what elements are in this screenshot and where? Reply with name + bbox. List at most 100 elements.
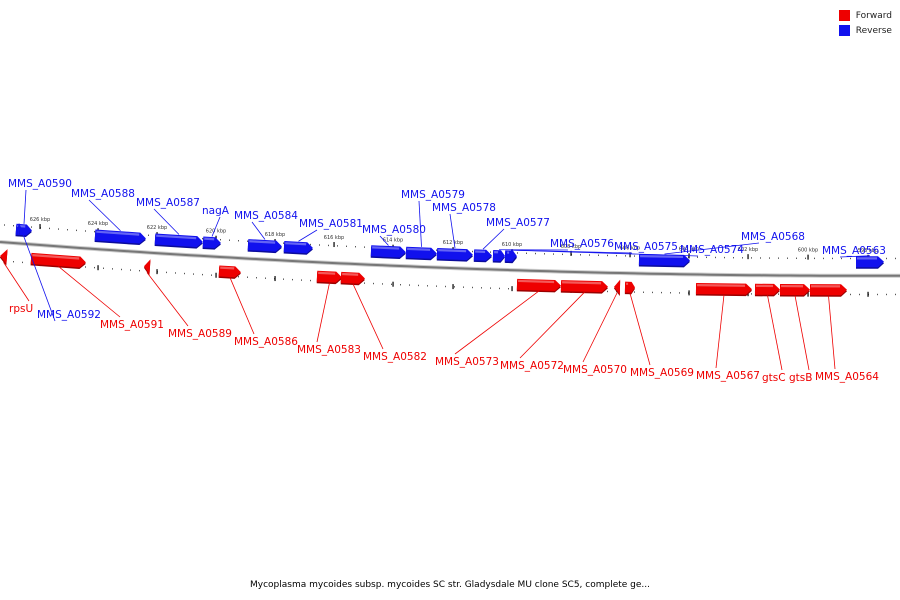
gene-highlight: [342, 272, 359, 276]
gene-body: [144, 259, 151, 275]
gene-label-MMS_A0588: MMS_A0588: [71, 188, 135, 200]
leader-line: [629, 293, 651, 366]
gene-label-MMS_A0570: MMS_A0570: [563, 364, 627, 376]
minor-tick: [841, 257, 842, 260]
minor-tick: [895, 257, 896, 260]
minor-tick: [796, 257, 797, 259]
minor-tick: [859, 293, 860, 296]
gene-arrow-MMS_A0564: [809, 284, 847, 297]
major-tick: [333, 242, 335, 248]
tick-label: 612 kbp: [443, 240, 463, 246]
minor-tick: [355, 246, 356, 248]
leader-line: [229, 277, 255, 335]
gene-arrow-MMS_A0573: [516, 278, 561, 293]
minor-tick: [472, 250, 473, 253]
major-tick-lower: [156, 269, 158, 275]
gene-arrow-MMS_A0576: [492, 250, 505, 263]
legend-label-reverse: Reverse: [855, 25, 892, 36]
minor-tick: [58, 228, 59, 230]
leader-line: [519, 291, 585, 359]
minor-tick: [751, 257, 752, 259]
tick-label: 602 kbp: [738, 247, 758, 253]
legend-label-forward: Forward: [855, 10, 892, 21]
minor-tick: [517, 252, 518, 254]
minor-tick: [454, 286, 455, 288]
tick-label: 616 kbp: [324, 235, 344, 241]
tick-label: 610 kbp: [502, 242, 522, 248]
minor-tick: [679, 292, 680, 294]
gene-arrow-MMS_A0584: [247, 239, 282, 254]
minor-tick: [877, 293, 878, 296]
minor-tick: [184, 272, 185, 275]
minor-tick: [211, 274, 212, 276]
minor-tick: [13, 261, 14, 263]
minor-tick: [580, 254, 581, 256]
gene-highlight: [220, 266, 235, 270]
minor-tick: [814, 257, 815, 260]
minor-tick: [499, 287, 500, 290]
gene-arrow-MMS_A0574: [505, 250, 516, 264]
gene-label-MMS_A0567: MMS_A0567: [696, 370, 760, 382]
minor-tick: [481, 287, 482, 289]
tick-label: 600 kbp: [798, 248, 818, 254]
gene-arrow-MMS_A0581: [283, 241, 313, 255]
gene-label-rpsU: rpsU: [9, 303, 33, 315]
minor-tick: [625, 255, 626, 257]
leader-line: [88, 199, 121, 232]
gene-arrow-nagA: [202, 236, 221, 250]
minor-tick: [472, 286, 473, 289]
gene-arrow-MMS_A0582: [340, 271, 365, 286]
gene-label-MMS_A0572: MMS_A0572: [500, 360, 564, 372]
minor-tick: [31, 226, 32, 228]
minor-tick: [94, 266, 95, 269]
leader-line: [316, 282, 330, 343]
gene-label-MMS_A0578: MMS_A0578: [432, 202, 496, 214]
minor-tick: [598, 254, 599, 256]
gene-label-gtsC: gtsC: [762, 372, 786, 384]
gene-body: [17, 223, 20, 235]
minor-tick: [742, 257, 743, 259]
gene-label-MMS_A0587: MMS_A0587: [136, 197, 200, 209]
minor-tick: [436, 285, 437, 287]
gene-highlight: [438, 249, 467, 253]
backbone-line: [0, 241, 900, 277]
gene-highlight: [756, 284, 774, 288]
minor-tick: [490, 251, 491, 253]
leader-line: [449, 213, 456, 249]
minor-tick: [778, 293, 779, 295]
leader-line: [146, 272, 189, 327]
minor-tick: [319, 244, 320, 246]
minor-tick: [544, 253, 545, 255]
minor-tick: [886, 293, 887, 296]
tick-label: 614 kbp: [383, 238, 403, 244]
minor-tick: [805, 257, 806, 260]
gene-arrow-gtsC: [754, 283, 780, 297]
legend-swatch-reverse: [838, 25, 850, 36]
tick-label: 598 kbp: [858, 248, 878, 254]
gene-label-MMS_A0574: MMS_A0574: [680, 244, 744, 256]
gene-label-MMS_A0586: MMS_A0586: [234, 336, 298, 348]
minor-tick: [490, 287, 491, 289]
gene-highlight: [811, 285, 841, 288]
gene-highlight: [96, 230, 140, 236]
minor-tick: [229, 239, 230, 241]
gene-highlight: [626, 282, 629, 285]
gene-highlight: [494, 251, 499, 254]
minor-tick: [634, 255, 635, 257]
minor-tick: [121, 268, 122, 271]
minor-tick: [661, 291, 662, 294]
major-tick: [807, 254, 809, 260]
gene-arrow-MMS_A0592: [17, 223, 20, 237]
gene-highlight: [518, 279, 555, 284]
minor-tick: [166, 271, 167, 274]
gene-highlight: [407, 247, 431, 251]
minor-tick: [562, 253, 563, 256]
major-tick-lower: [274, 276, 276, 282]
map-caption: Mycoplasma mycoides subsp. mycoides SC s…: [250, 580, 650, 590]
minor-tick: [832, 257, 833, 260]
gene-arrow-MMS_A0586: [218, 265, 241, 279]
minor-tick: [463, 286, 464, 288]
minor-tick: [283, 242, 284, 244]
